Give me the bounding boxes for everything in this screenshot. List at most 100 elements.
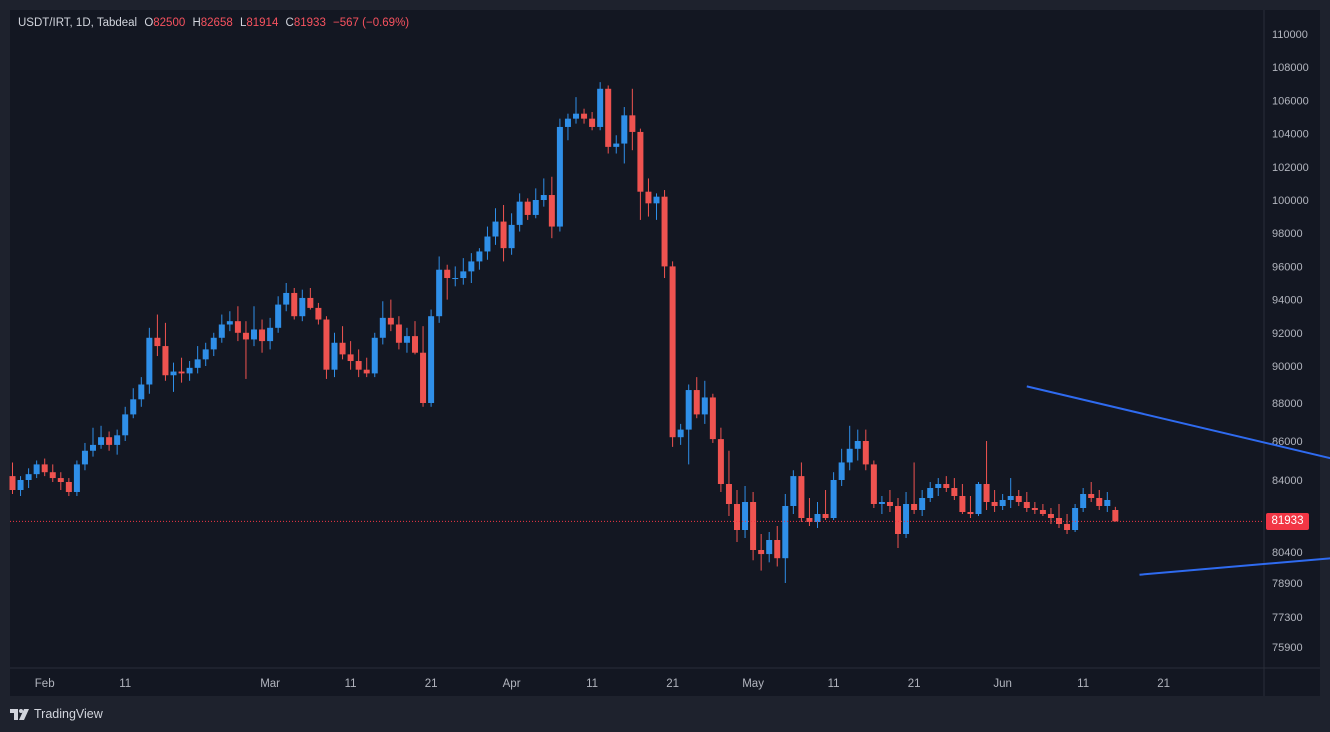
price-tick-label: 92000: [1272, 328, 1303, 340]
low-label: L: [239, 17, 247, 29]
candle-body: [645, 191, 652, 204]
candle: [17, 476, 24, 496]
candle-body: [653, 196, 660, 204]
candle: [846, 425, 853, 471]
candle: [669, 261, 676, 447]
candle-body: [798, 476, 805, 518]
time-tick-label: Mar: [260, 678, 280, 690]
candle-body: [1056, 518, 1062, 524]
time-tick-label: 11: [586, 678, 598, 690]
candle: [81, 442, 88, 471]
candle-body: [734, 504, 740, 530]
candle: [886, 490, 893, 512]
candle-body: [1015, 496, 1022, 502]
candle-body: [822, 514, 829, 518]
candle-body: [814, 514, 821, 522]
candle-body: [661, 196, 668, 267]
candle: [500, 204, 507, 262]
candle-body: [637, 131, 644, 192]
candle-body: [959, 496, 966, 512]
candle-body: [540, 195, 547, 200]
candle-body: [854, 441, 861, 449]
candle: [911, 462, 918, 514]
candle-body: [903, 504, 910, 534]
candle: [106, 431, 113, 451]
candle-body: [259, 329, 266, 342]
candle-body: [275, 304, 282, 328]
candle-body: [1072, 508, 1079, 530]
tradingview-brand[interactable]: TradingView: [10, 707, 103, 721]
candle: [564, 113, 571, 141]
price-tick-label: 94000: [1272, 295, 1303, 307]
price-tick-label: 102000: [1272, 162, 1309, 174]
time-tick-label: 11: [828, 678, 840, 690]
candle: [9, 462, 16, 494]
chart-pane: [10, 10, 1320, 696]
candle: [677, 423, 684, 445]
time-tick-label: 21: [908, 678, 921, 690]
candle-body: [556, 126, 563, 227]
candle: [275, 296, 282, 333]
candle: [1088, 482, 1095, 502]
candle: [291, 287, 298, 320]
candle-body: [57, 478, 64, 482]
price-tick-label: 100000: [1272, 195, 1309, 207]
candle-body: [81, 450, 88, 465]
candle-body: [685, 390, 692, 430]
candle: [661, 190, 668, 279]
change-value: −567 (−0.69%): [333, 17, 410, 29]
time-tick-label: 21: [666, 678, 679, 690]
candle-body: [1023, 502, 1030, 508]
candle-body: [886, 502, 893, 506]
candle-body: [106, 437, 113, 445]
candle-body: [379, 317, 386, 338]
candle-body: [73, 464, 80, 492]
candle-body: [242, 332, 249, 340]
candle-body: [573, 113, 579, 119]
candle: [420, 326, 427, 407]
candle: [605, 85, 612, 154]
candle-body: [90, 444, 96, 451]
candle: [991, 490, 998, 512]
candle: [573, 97, 579, 124]
candle: [524, 198, 531, 220]
candle-body: [412, 336, 418, 353]
candle: [218, 314, 225, 343]
candle: [484, 226, 491, 260]
candle-body: [170, 371, 177, 376]
candle-body: [17, 480, 24, 490]
candles-group: [9, 82, 1119, 583]
candle-body: [9, 476, 16, 490]
time-tick-label: 21: [425, 678, 438, 690]
candle: [548, 176, 555, 239]
candle: [98, 425, 105, 449]
candle: [154, 314, 161, 357]
time-tick-label: 11: [345, 678, 357, 690]
candle-body: [999, 500, 1006, 506]
time-tick-label: Jun: [993, 678, 1012, 690]
candle: [251, 306, 257, 347]
candle: [114, 429, 121, 455]
candle-body: [1096, 498, 1103, 506]
candle-body: [387, 317, 394, 325]
candle-body: [339, 342, 346, 355]
last-price-tag: 81933: [1266, 513, 1309, 530]
candle: [476, 248, 483, 270]
candle-body: [790, 476, 797, 506]
candle: [267, 317, 274, 350]
time-tick-label: Feb: [35, 678, 55, 690]
candle-body: [154, 337, 161, 347]
candle: [363, 357, 370, 378]
candle: [1039, 504, 1046, 516]
time-tick-label: 21: [1157, 678, 1170, 690]
candle-body: [508, 224, 515, 249]
candle-body: [991, 502, 998, 506]
candle-body: [1104, 500, 1111, 506]
candle: [315, 302, 322, 325]
price-tick-label: 84000: [1272, 475, 1303, 487]
candle: [379, 301, 386, 345]
candle: [862, 429, 869, 471]
candle: [766, 532, 773, 563]
candle: [1080, 488, 1087, 512]
